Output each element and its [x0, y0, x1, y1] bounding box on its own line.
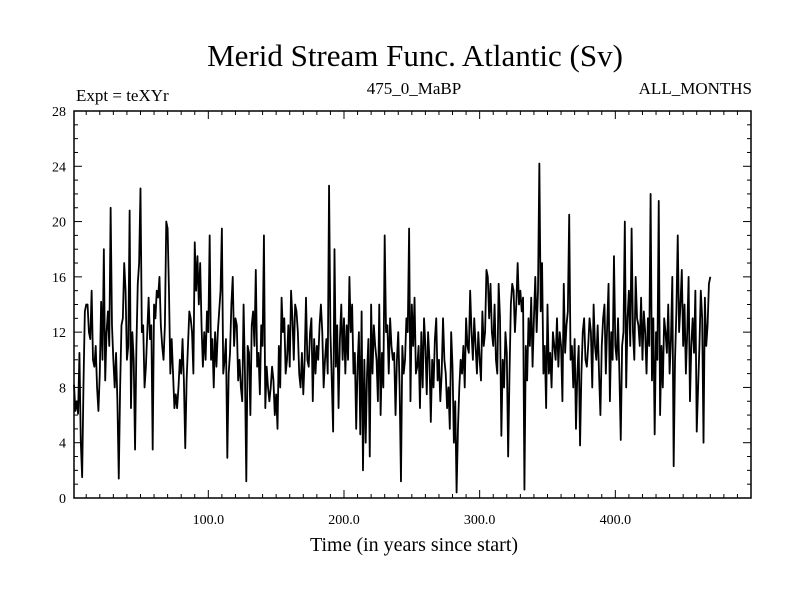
y-tick-label: 12 [52, 326, 66, 341]
x-tick-label: 100.0 [193, 513, 225, 528]
chart-title: Merid Stream Func. Atlantic (Sv) [207, 38, 623, 73]
experiment-label: Expt = teXYr [76, 86, 169, 105]
y-tick-label: 4 [59, 437, 66, 452]
axis-tick-labels: 0 4 8 12 16 20 24 28 100.0 200.0 300.0 400.0 [52, 105, 631, 528]
y-tick-label: 16 [52, 271, 66, 286]
y-tick-label: 28 [52, 105, 66, 120]
x-tick-label: 200.0 [328, 513, 360, 528]
y-tick-label: 8 [59, 381, 66, 396]
series-line [73, 162, 712, 494]
y-tick-label: 20 [52, 216, 66, 231]
months-label: ALL_MONTHS [639, 79, 752, 98]
plot-frame [73, 110, 752, 499]
y-tick-label: 24 [52, 160, 66, 175]
x-tick-label: 400.0 [600, 513, 632, 528]
y-tick-label: 0 [59, 492, 66, 507]
x-tick-label: 300.0 [464, 513, 496, 528]
period-label: 475_0_MaBP [367, 79, 461, 98]
x-axis-label: Time (in years since start) [310, 534, 518, 556]
